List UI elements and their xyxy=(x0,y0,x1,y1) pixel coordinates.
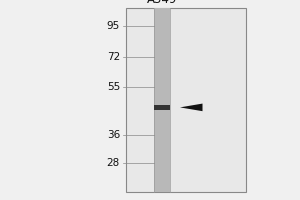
Text: A549: A549 xyxy=(147,0,177,6)
Text: 55: 55 xyxy=(107,82,120,92)
Bar xyxy=(126,8,246,192)
Text: 72: 72 xyxy=(107,52,120,62)
Polygon shape xyxy=(180,104,203,111)
Text: 95: 95 xyxy=(107,21,120,31)
Text: 36: 36 xyxy=(107,130,120,140)
Bar xyxy=(154,105,170,110)
Text: 28: 28 xyxy=(107,158,120,168)
Bar xyxy=(154,8,170,192)
